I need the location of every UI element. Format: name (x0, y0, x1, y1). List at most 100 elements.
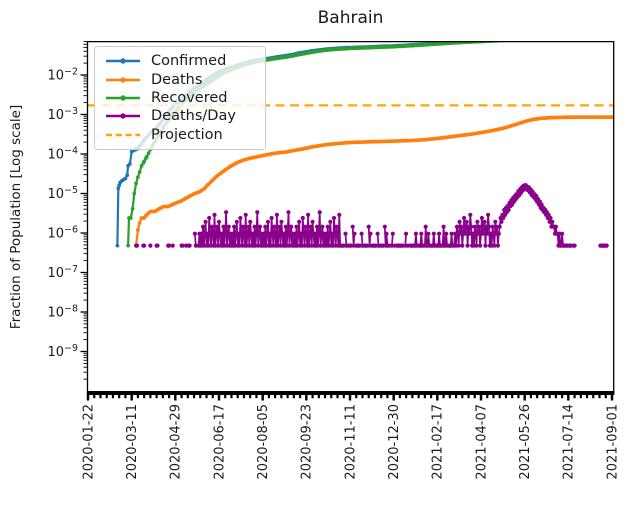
recovered-marker (533, 35, 537, 39)
x-tick-label: 2020-03-11 (125, 404, 140, 480)
deaths-day-marker (390, 231, 395, 236)
deaths-day-marker (375, 231, 380, 236)
recovered-marker (565, 34, 569, 38)
recovered-marker (566, 34, 570, 38)
recovered-marker (607, 34, 611, 38)
confirmed-marker (541, 35, 545, 39)
confirmed-marker (497, 41, 501, 42)
recovered-marker (511, 37, 515, 41)
confirmed-marker (523, 35, 527, 39)
confirmed-marker (505, 37, 509, 41)
deaths-day-line (351, 226, 356, 246)
y-tick-label: 10−7 (47, 264, 78, 281)
confirmed-marker (530, 35, 534, 39)
recovered-marker (579, 34, 583, 38)
recovered-marker (542, 35, 546, 39)
recovered-marker (588, 34, 592, 38)
legend: Confirmed Deaths Recovered Deaths/Day Projec… (94, 46, 266, 150)
deaths-day-line (391, 233, 394, 246)
y-tick-label: 10−9 (47, 343, 78, 360)
recovered-marker (137, 170, 142, 174)
confirmed-marker (608, 34, 612, 38)
x-tick-label: 2020-12-30 (387, 404, 402, 480)
confirmed-marker (566, 34, 570, 38)
deaths-day-marker (359, 231, 364, 236)
deaths-marker (137, 221, 142, 225)
confirmed-marker (591, 34, 595, 38)
deaths-marker (610, 115, 614, 119)
recovered-marker (610, 34, 614, 38)
deaths-day-line (436, 233, 441, 247)
recovered-marker (534, 35, 538, 39)
legend-item-deaths-day: Deaths/Day (103, 107, 257, 125)
confirmed-marker (499, 41, 502, 42)
recovered-marker (520, 36, 524, 40)
confirmed-marker (510, 37, 514, 41)
confirmed-marker (115, 243, 120, 248)
legend-label: Projection (151, 126, 223, 143)
x-tick-label: 2020-09-23 (300, 404, 315, 480)
recovered-marker (126, 243, 130, 248)
confirmed-marker (555, 34, 559, 38)
recovered-marker (583, 34, 587, 38)
deaths-day-line (367, 226, 372, 246)
confirmed-marker (550, 34, 554, 38)
recovered-marker (547, 35, 551, 39)
confirmed-marker (603, 34, 607, 38)
deaths-day-line (194, 233, 197, 246)
legend-sample (106, 58, 140, 64)
x-tick-label: 2021-04-07 (474, 404, 489, 480)
legend-sample-marker (120, 95, 126, 101)
confirmed-marker (534, 35, 538, 39)
confirmed-marker (525, 35, 529, 39)
confirmed-marker (521, 36, 525, 40)
confirmed-marker (116, 186, 121, 191)
recovered-marker (604, 34, 608, 38)
recovered-marker (568, 34, 572, 38)
deaths-day-line (360, 233, 364, 246)
recovered-marker (527, 36, 531, 40)
legend-sample-marker (120, 113, 126, 120)
recovered-marker (584, 34, 588, 38)
legend-label: Deaths/Day (151, 108, 236, 125)
recovered-marker (606, 34, 610, 38)
deaths-day-line (441, 226, 448, 247)
deaths-day-line (414, 233, 418, 247)
legend-label: Confirmed (151, 53, 227, 70)
confirmed-marker (601, 34, 605, 38)
recovered-marker (590, 34, 594, 38)
confirmed-marker (553, 34, 557, 38)
recovered-marker (522, 36, 526, 40)
confirmed-marker (504, 37, 508, 41)
recovered-marker (554, 34, 558, 38)
confirmed-marker (562, 34, 566, 38)
confirmed-marker (519, 36, 523, 40)
recovered-marker (146, 151, 151, 156)
confirmed-marker (569, 34, 573, 38)
deaths-day-line (404, 233, 407, 246)
legend-label: Recovered (151, 90, 228, 107)
recovered-marker (136, 175, 140, 180)
legend-item-confirmed: Confirmed (103, 52, 257, 70)
deaths-day-marker (604, 243, 609, 248)
recovered-marker (570, 34, 574, 38)
confirmed-marker (117, 183, 122, 188)
recovered-marker (591, 34, 595, 38)
recovered-marker (581, 34, 585, 38)
recovered-marker (595, 34, 599, 38)
deaths-day-line (197, 212, 342, 247)
confirmed-marker (528, 35, 532, 39)
x-tick-label: 2021-05-26 (518, 404, 533, 480)
x-tick-label: 2020-06-17 (212, 404, 227, 480)
deaths-day-line (383, 226, 390, 247)
confirmed-marker (576, 34, 580, 38)
recovered-marker (529, 36, 533, 40)
confirmed-marker (589, 34, 593, 38)
recovered-marker (545, 35, 549, 39)
confirmed-marker (558, 34, 562, 38)
confirmed-marker (610, 33, 614, 37)
confirmed-marker (585, 34, 589, 38)
deaths-day-marker (350, 224, 355, 229)
confirmed-marker (512, 36, 516, 40)
